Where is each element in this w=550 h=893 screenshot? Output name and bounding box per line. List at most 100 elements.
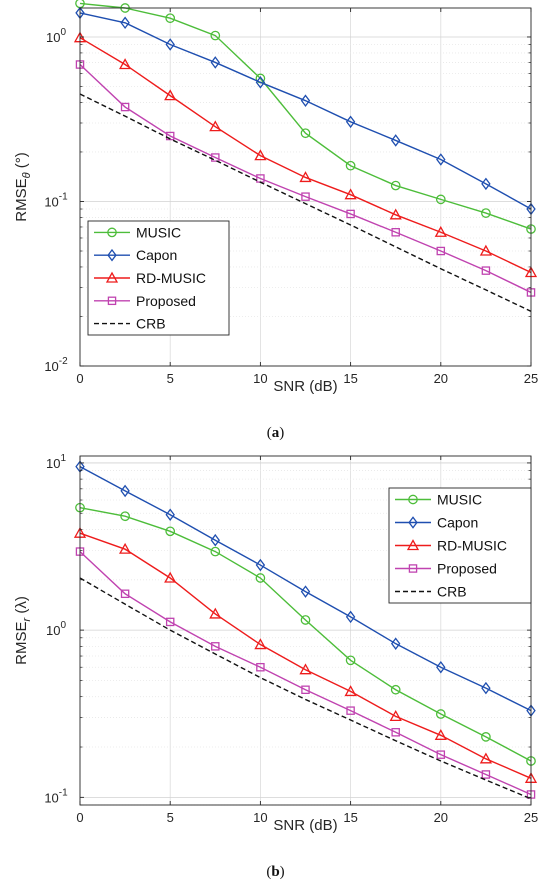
data-point xyxy=(120,16,130,30)
data-point xyxy=(299,171,312,183)
y-tick-label: 10-1 xyxy=(44,787,68,805)
data-point xyxy=(164,89,177,101)
data-point xyxy=(120,511,130,522)
data-point xyxy=(434,728,447,740)
legend-marker xyxy=(406,539,420,551)
data-point xyxy=(300,128,311,139)
data-point xyxy=(255,76,266,89)
legend-item: CRB xyxy=(395,584,467,600)
x-tick-label: 15 xyxy=(343,810,357,825)
x-tick-label: 20 xyxy=(434,371,448,386)
data-point xyxy=(120,589,130,599)
data-point xyxy=(209,607,222,619)
data-point xyxy=(436,246,446,256)
legend-label: CRB xyxy=(136,316,166,332)
legend: MUSIC Capon RD-MUSIC Proposed CRB xyxy=(388,487,532,604)
x-tick-label: 15 xyxy=(343,371,357,386)
data-point xyxy=(346,209,355,219)
caption-paren: ( xyxy=(266,864,271,880)
x-axis-label: SNR (dB) xyxy=(273,378,337,395)
x-tick-label: 10 xyxy=(253,810,267,825)
legend-item: MUSIC xyxy=(94,224,181,240)
legend-label: CRB xyxy=(437,584,467,600)
legend-label: Proposed xyxy=(437,561,497,577)
data-point xyxy=(255,558,266,572)
legend-marker xyxy=(408,494,418,505)
legend-label: MUSIC xyxy=(136,224,181,240)
y-tick-label: 100 xyxy=(46,27,66,45)
x-tick-label: 0 xyxy=(76,810,83,825)
y-axis-label-sub: r xyxy=(21,617,33,622)
legend-item: Capon xyxy=(94,247,177,263)
y-axis-label-sub: θ xyxy=(21,172,33,178)
series-line xyxy=(79,551,532,796)
data-point xyxy=(434,225,447,237)
legend-label: RD-MUSIC xyxy=(437,538,507,554)
data-point xyxy=(165,38,175,51)
data-point xyxy=(481,770,491,779)
legend-item: Proposed xyxy=(395,561,497,577)
y-axis-label-unit: (°) xyxy=(13,152,30,172)
series-line xyxy=(79,93,532,312)
legend-label: MUSIC xyxy=(437,492,482,508)
data-point xyxy=(255,573,266,583)
data-point xyxy=(436,750,446,759)
x-axis-label: SNR (dB) xyxy=(273,817,337,834)
data-point xyxy=(345,160,356,171)
data-point xyxy=(481,681,491,695)
data-point xyxy=(210,546,221,557)
data-point xyxy=(210,56,221,69)
data-point xyxy=(254,149,267,161)
y-tick-exponent: -2 xyxy=(59,356,68,367)
series-line xyxy=(79,506,532,762)
series-line xyxy=(79,532,532,779)
data-point xyxy=(389,710,402,722)
axes-box xyxy=(79,7,532,367)
x-tick-label: 5 xyxy=(167,810,174,825)
legend-marker xyxy=(408,516,418,529)
legend-item: RD-MUSIC xyxy=(94,270,206,286)
legend-marker xyxy=(105,271,119,283)
legend-marker xyxy=(107,227,117,238)
data-point xyxy=(345,115,356,129)
data-point xyxy=(256,662,265,672)
legend: MUSIC Capon RD-MUSIC Proposed CRB xyxy=(87,220,230,336)
caption-paren: ) xyxy=(279,425,284,441)
y-tick-exponent: 1 xyxy=(60,453,66,464)
legend-marker xyxy=(107,248,117,262)
series-line xyxy=(79,2,532,230)
series-line xyxy=(79,64,532,294)
legend-item: CRB xyxy=(94,316,166,332)
legend-marker xyxy=(107,296,117,306)
series-rd-music xyxy=(73,31,538,278)
series-rd-music xyxy=(73,526,538,783)
y-axis-label: RMSEr (λ) xyxy=(13,596,33,665)
data-point xyxy=(301,685,310,695)
x-tick-label: 25 xyxy=(524,810,538,825)
caption-paren: ) xyxy=(280,864,285,880)
legend-item: MUSIC xyxy=(395,492,482,508)
data-point xyxy=(345,610,356,624)
x-tick-label: 20 xyxy=(434,810,448,825)
data-point xyxy=(481,732,491,742)
legend-label: Proposed xyxy=(136,293,196,309)
data-point xyxy=(120,102,130,112)
data-point xyxy=(389,208,402,220)
data-point xyxy=(479,244,493,256)
y-tick-exponent: 0 xyxy=(60,620,66,631)
data-point xyxy=(436,660,446,674)
data-point xyxy=(300,585,311,598)
data-point xyxy=(300,615,311,625)
series-crb xyxy=(79,577,532,800)
data-point xyxy=(481,266,491,275)
x-tick-label: 5 xyxy=(167,371,174,386)
y-tick-label: 100 xyxy=(46,620,66,638)
chart-a: 0 5 10 15 20 25 100 10-1 10-2 SNR (dB) RMSEθ (°) MU… xyxy=(13,0,538,441)
legend-item: Capon xyxy=(395,515,478,531)
data-point xyxy=(481,208,491,218)
legend-item: Proposed xyxy=(94,293,196,309)
data-point xyxy=(118,542,132,554)
data-point xyxy=(120,484,130,498)
x-tick-label: 0 xyxy=(76,371,83,386)
y-axis-label-unit: (λ) xyxy=(13,596,30,618)
